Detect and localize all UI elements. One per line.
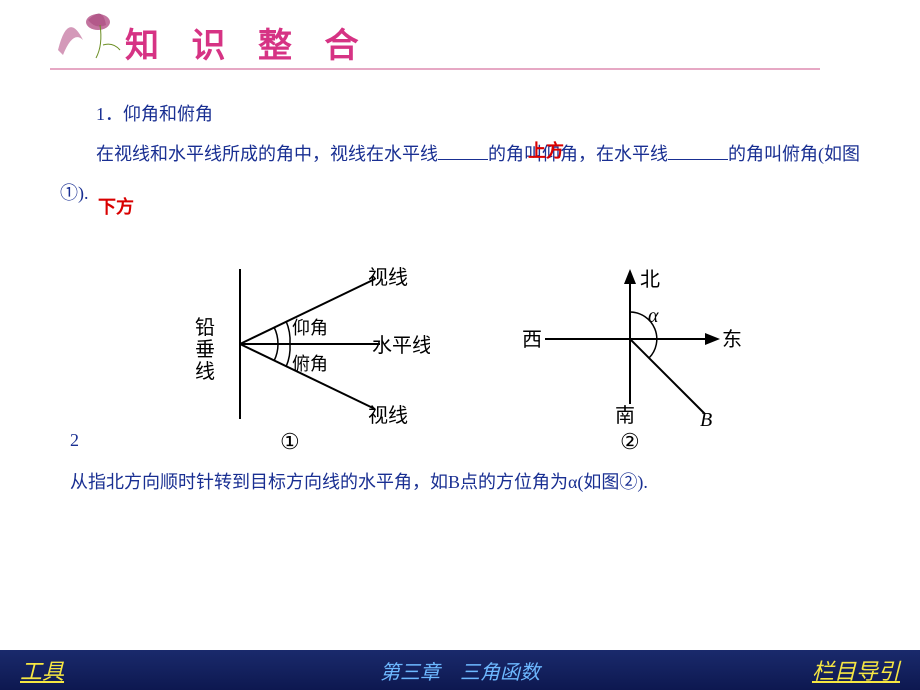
- d2-east: 东: [722, 328, 742, 351]
- answer-above: 上方: [528, 132, 564, 172]
- page-header: 知 识 整 合: [0, 0, 920, 70]
- d1-circle-label: ①: [280, 429, 300, 454]
- d1-horiz: 水平线: [372, 334, 430, 357]
- diagram-2: 北 南 东 西 α B ②: [490, 254, 770, 454]
- footer-bar: 工具 第三章 三角函数 栏目导引: [0, 650, 920, 690]
- section-number: 1．: [96, 104, 123, 124]
- body-prefix: 在视线和水平线所成的角中，视线在水平线: [96, 144, 438, 164]
- section-title: 仰角和俯角: [123, 104, 213, 124]
- section2-body: 从指北方向顺时针转到目标方向线的水平角，如B点的方位角为α(如图②).: [70, 468, 860, 494]
- d2-north: 北: [640, 268, 660, 291]
- blank-2: [668, 138, 728, 160]
- section2-number: 2: [70, 430, 79, 451]
- header-title: 知 识 整 合: [125, 18, 371, 67]
- answer-below: 下方: [98, 188, 134, 228]
- footer-chapter-title: 第三章 三角函数: [150, 656, 770, 685]
- section1-body: 在视线和水平线所成的角中，视线在水平线的角叫仰角，在水平线的角叫俯角(如图①).: [60, 135, 860, 214]
- d1-plumb-3: 线: [195, 360, 215, 383]
- footer-tools-link[interactable]: 工具: [0, 654, 150, 686]
- d1-plumb-1: 铅: [195, 316, 215, 339]
- d1-plumb-2: 垂: [195, 338, 215, 361]
- d2-west: 西: [522, 329, 542, 351]
- blank-1: [438, 138, 488, 160]
- body-mid: 的角叫仰角，在水平线: [488, 144, 668, 164]
- content-area: 1．仰角和俯角 在视线和水平线所成的角中，视线在水平线的角叫仰角，在水平线的角叫…: [0, 70, 920, 454]
- d1-depr: 俯角: [292, 354, 328, 374]
- flower-deco-icon: [48, 0, 138, 60]
- footer-nav-link[interactable]: 栏目导引: [770, 654, 920, 686]
- d2-point: B: [700, 409, 712, 431]
- section1-heading: 1．仰角和俯角: [60, 95, 860, 135]
- d1-sight-bot: 视线: [368, 404, 408, 427]
- d1-sight-top: 视线: [368, 266, 408, 289]
- d2-south: 南: [615, 404, 635, 427]
- d1-elev: 仰角: [292, 318, 328, 338]
- d2-circle-label: ②: [620, 429, 640, 454]
- d2-alpha: α: [648, 305, 659, 327]
- diagram-row: 铅 垂 线 视线 水平线 视线 仰角 俯角 ① 北 南 东 西 α B ②: [60, 254, 860, 454]
- diagram-1: 铅 垂 线 视线 水平线 视线 仰角 俯角 ①: [150, 254, 430, 454]
